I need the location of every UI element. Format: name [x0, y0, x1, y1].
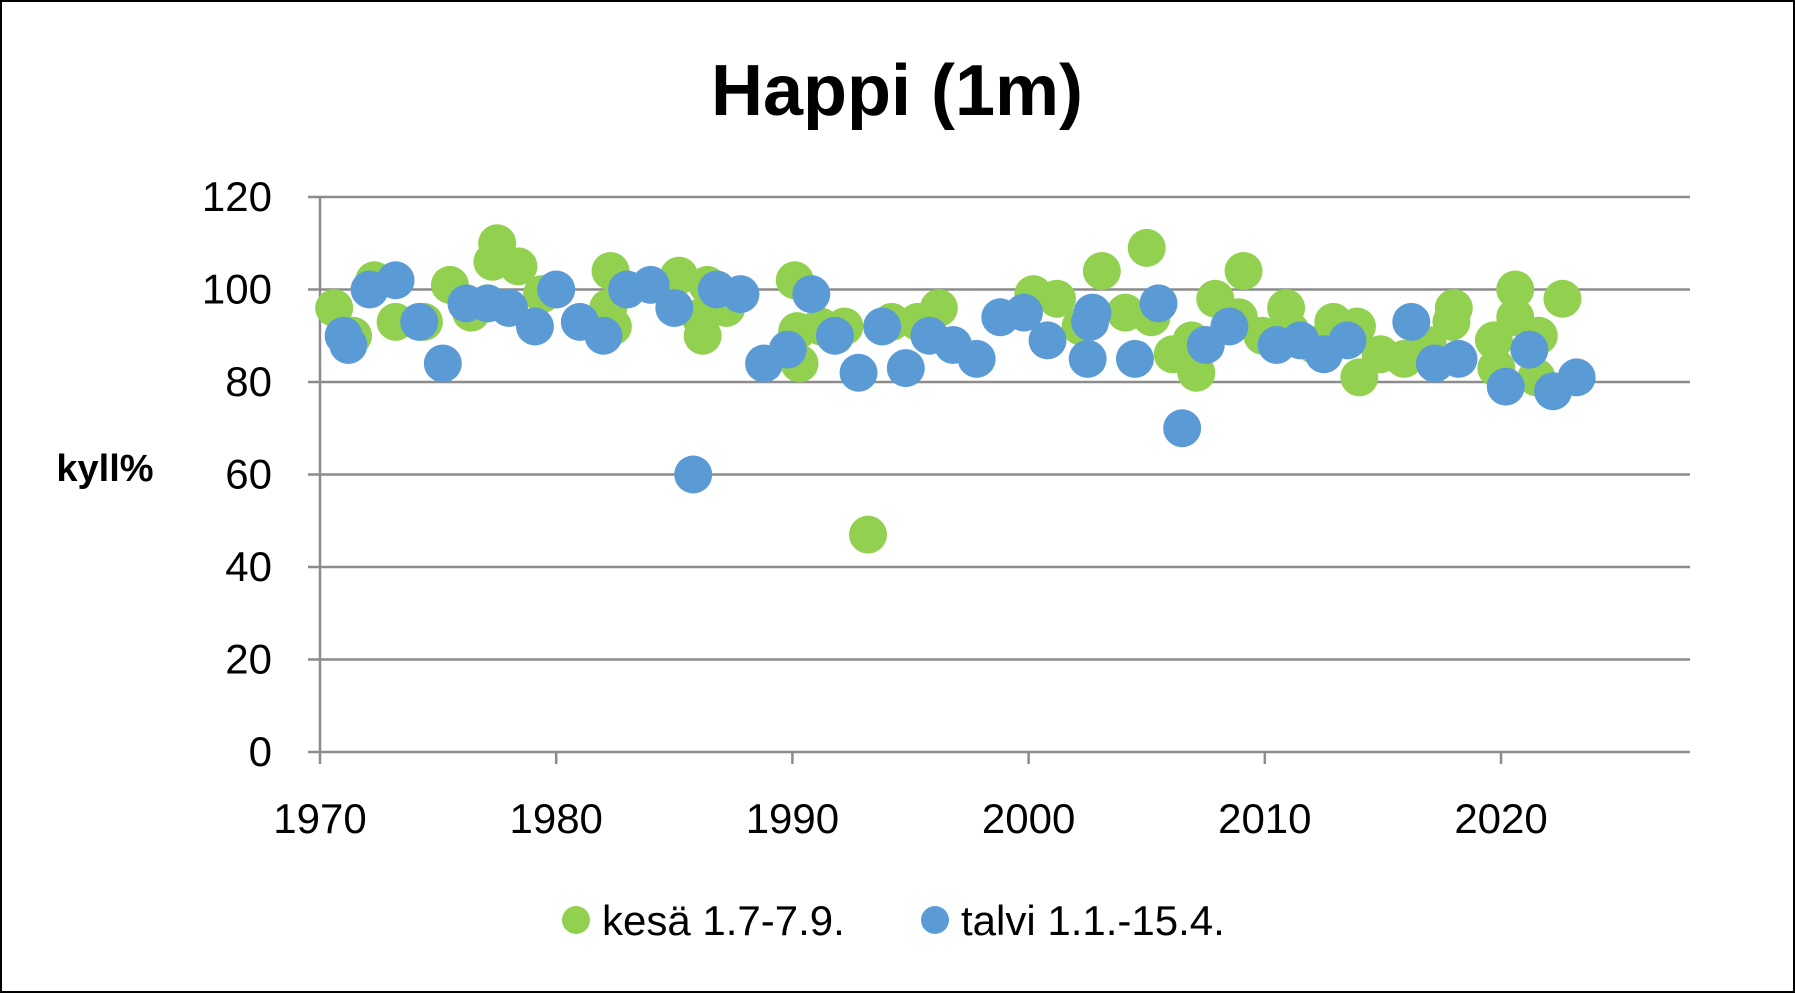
y-tick-label: 120 — [202, 173, 272, 220]
y-tick-label: 60 — [225, 451, 272, 498]
data-point — [1439, 339, 1478, 378]
x-tick-label: 2000 — [982, 795, 1075, 842]
x-tick-label: 2010 — [1218, 795, 1311, 842]
data-points — [315, 224, 1596, 554]
y-axis-label: kyll% — [56, 448, 153, 490]
data-point — [1139, 284, 1178, 323]
data-point — [1028, 321, 1067, 360]
data-point — [499, 247, 538, 286]
data-point — [849, 515, 887, 554]
data-point — [631, 265, 670, 304]
axes — [308, 195, 1690, 764]
y-tick-label: 20 — [225, 636, 272, 683]
legend: kesä 1.7-7.9. talvi 1.1.-15.4. — [562, 897, 1225, 944]
data-point — [376, 261, 415, 300]
data-point — [683, 316, 722, 355]
data-point — [863, 307, 902, 346]
y-tick-label: 80 — [225, 358, 272, 405]
data-point — [537, 270, 576, 309]
legend-label: talvi 1.1.-15.4. — [961, 897, 1225, 944]
data-point — [1127, 228, 1166, 267]
data-point — [655, 289, 694, 327]
data-point — [1543, 279, 1582, 318]
data-point — [1392, 302, 1431, 341]
data-point — [423, 344, 462, 383]
series-winter — [324, 261, 1596, 494]
data-point — [839, 353, 878, 392]
data-point — [1004, 293, 1043, 332]
y-tick-labels: 0 20 40 60 80 100 120 — [202, 173, 272, 775]
data-point — [584, 316, 623, 355]
data-point — [1486, 367, 1525, 406]
legend-marker — [921, 906, 949, 934]
data-point — [1037, 279, 1076, 318]
legend-label: kesä 1.7-7.9. — [602, 897, 845, 944]
data-point — [1224, 252, 1263, 290]
data-point — [674, 455, 713, 494]
x-tick-labels: 1970 1980 1990 2000 2010 2020 — [273, 795, 1547, 842]
data-point — [1557, 358, 1596, 397]
data-point — [1328, 321, 1367, 360]
data-point — [515, 307, 554, 346]
data-point — [768, 330, 807, 369]
y-tick-label: 40 — [225, 543, 272, 590]
data-point — [1510, 330, 1549, 369]
x-tick-label: 1970 — [273, 795, 366, 842]
x-tick-label: 1980 — [509, 795, 602, 842]
data-point — [815, 316, 854, 355]
data-point — [792, 275, 831, 314]
x-tick-label: 2020 — [1454, 795, 1547, 842]
y-tick-label: 100 — [202, 266, 272, 313]
data-point — [886, 349, 925, 388]
data-point — [1082, 252, 1121, 290]
data-point — [1073, 293, 1112, 332]
y-tick-label: 0 — [249, 728, 272, 775]
data-point — [721, 275, 760, 314]
data-point — [1163, 409, 1202, 448]
series-summer — [315, 224, 1582, 554]
data-point — [400, 302, 439, 341]
data-point — [1115, 339, 1154, 378]
x-tick-label: 1990 — [746, 795, 839, 842]
chart-title: Happi (1m) — [711, 51, 1083, 131]
legend-marker — [562, 906, 590, 934]
data-point — [329, 326, 368, 364]
data-point — [1434, 289, 1473, 327]
data-point — [1496, 270, 1535, 309]
data-point — [957, 339, 996, 378]
data-point — [1210, 307, 1249, 346]
data-point — [1068, 339, 1107, 378]
